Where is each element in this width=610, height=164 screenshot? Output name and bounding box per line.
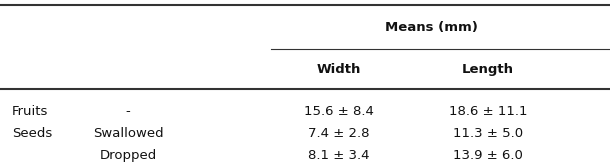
- Text: 13.9 ± 6.0: 13.9 ± 6.0: [453, 149, 523, 162]
- Text: 18.6 ± 11.1: 18.6 ± 11.1: [449, 105, 527, 118]
- Text: -: -: [126, 105, 131, 118]
- Text: 7.4 ± 2.8: 7.4 ± 2.8: [308, 127, 369, 140]
- Text: Swallowed: Swallowed: [93, 127, 163, 140]
- Text: Dropped: Dropped: [99, 149, 157, 162]
- Text: Means (mm): Means (mm): [385, 21, 478, 34]
- Text: 11.3 ± 5.0: 11.3 ± 5.0: [453, 127, 523, 140]
- Text: Seeds: Seeds: [12, 127, 52, 140]
- Text: Fruits: Fruits: [12, 105, 49, 118]
- Text: Length: Length: [462, 63, 514, 76]
- Text: Width: Width: [317, 63, 361, 76]
- Text: 8.1 ± 3.4: 8.1 ± 3.4: [308, 149, 369, 162]
- Text: 15.6 ± 8.4: 15.6 ± 8.4: [304, 105, 373, 118]
